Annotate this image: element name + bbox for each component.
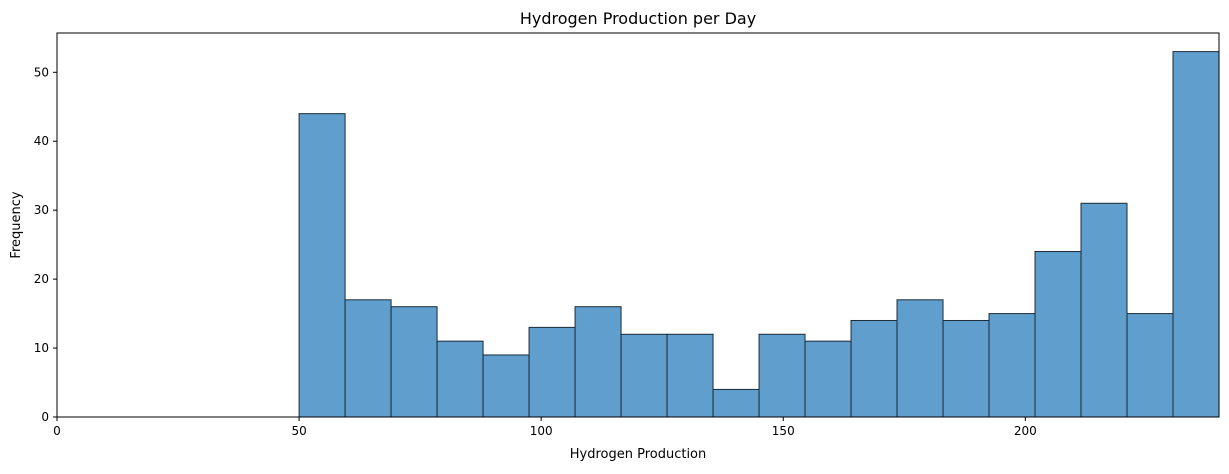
histogram-bar [482, 354, 530, 418]
y-tick-label: 0 [41, 410, 49, 424]
histogram-bar [574, 306, 622, 418]
bars-group [298, 51, 1220, 418]
chart-title: Hydrogen Production per Day [520, 9, 756, 28]
x-tick-label: 50 [291, 424, 306, 438]
y-axis-ticks: 0 10 20 30 40 50 [34, 65, 57, 424]
y-tick-label: 10 [34, 341, 49, 355]
histogram-bar [988, 313, 1036, 418]
histogram-bar [712, 388, 760, 418]
histogram-bar [298, 113, 346, 418]
histogram-bar [1172, 51, 1220, 418]
x-axis-ticks: 0 50 100 150 200 [53, 417, 1037, 438]
plot-frame [56, 32, 1220, 418]
x-tick-label: 150 [772, 424, 795, 438]
y-tick-label: 50 [34, 65, 49, 79]
histogram-bar [896, 299, 944, 418]
y-tick-label: 20 [34, 272, 49, 286]
histogram-bar [344, 299, 392, 418]
x-tick-label: 200 [1014, 424, 1037, 438]
x-tick-label: 0 [53, 424, 61, 438]
histogram-bar [436, 340, 484, 418]
y-axis-label: Frequency [9, 191, 24, 258]
histogram-bar [942, 319, 990, 418]
y-tick-label: 30 [34, 203, 49, 217]
histogram-bar [666, 333, 714, 418]
histogram-bar [390, 306, 438, 418]
histogram-bar [850, 319, 898, 418]
y-tick-label: 40 [34, 134, 49, 148]
histogram-bar [1126, 313, 1174, 418]
histogram-bar [804, 340, 852, 418]
x-tick-label: 100 [530, 424, 553, 438]
histogram-bar [620, 333, 668, 418]
histogram-bar [1080, 202, 1128, 418]
histogram-bar [1034, 251, 1082, 418]
x-axis-label: Hydrogen Production [570, 447, 707, 462]
histogram-bar [758, 333, 806, 418]
histogram-bar [528, 326, 576, 418]
